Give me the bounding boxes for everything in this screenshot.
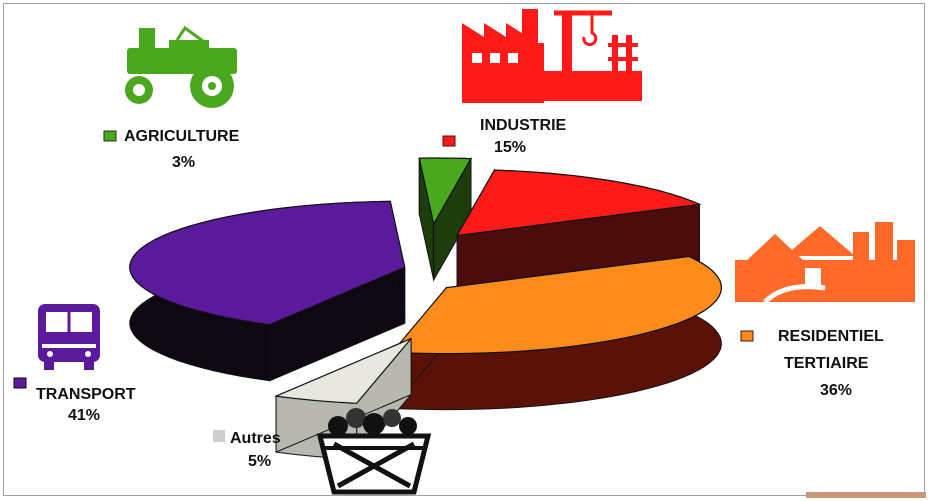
label-agriculture-value: 3% xyxy=(172,154,195,171)
label-residentiel-name-line1: RESIDENTIEL xyxy=(778,328,884,345)
label-residentiel: RESIDENTIEL TERTIAIRE 36% xyxy=(740,328,884,399)
pie-slice-autres xyxy=(273,338,412,404)
legend-swatch-agriculture xyxy=(103,130,117,142)
pie-slice-industrie xyxy=(455,169,702,237)
partial-icon xyxy=(806,492,926,498)
bus-icon xyxy=(38,304,100,370)
label-autres: Autres 5% xyxy=(213,430,281,470)
houses-icon xyxy=(735,222,915,304)
label-transport-name: TRANSPORT xyxy=(36,386,136,403)
legend-swatch-autres xyxy=(213,430,225,442)
label-industrie-name: INDUSTRIE xyxy=(480,117,567,134)
label-transport: TRANSPORT 41% xyxy=(13,377,136,424)
pie-slice-agriculture xyxy=(418,157,473,226)
label-residentiel-value: 36% xyxy=(820,382,852,399)
pie-slice-transport xyxy=(129,200,406,326)
coal-cart-icon xyxy=(316,408,432,495)
label-residentiel-name-line2: TERTIAIRE xyxy=(784,355,869,372)
legend-swatch-residentiel xyxy=(740,330,754,342)
label-autres-name: Autres xyxy=(230,430,281,447)
label-agriculture: AGRICULTURE 3% xyxy=(103,128,240,171)
label-autres-value: 5% xyxy=(248,453,271,470)
pie-slices xyxy=(129,156,723,461)
tractor-icon xyxy=(125,25,237,108)
legend-swatch-industrie xyxy=(442,135,456,147)
label-transport-value: 41% xyxy=(68,407,100,424)
label-industrie: INDUSTRIE 15% xyxy=(442,117,567,156)
label-industrie-value: 15% xyxy=(494,139,526,156)
factory-icon xyxy=(462,9,642,103)
legend-swatch-transport xyxy=(13,377,27,389)
label-agriculture-name: AGRICULTURE xyxy=(124,128,240,145)
pie-slice-residentiel xyxy=(390,255,723,355)
